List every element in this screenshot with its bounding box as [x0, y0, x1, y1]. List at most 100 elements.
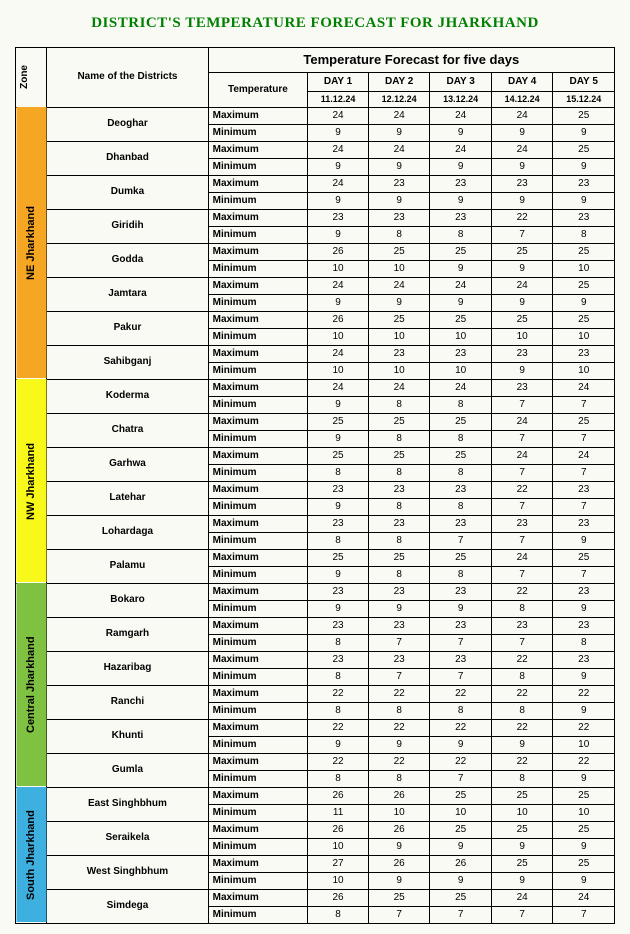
value-cell: 24 [308, 107, 369, 124]
temp-label-max: Maximum [208, 413, 308, 430]
value-cell: 9 [553, 600, 615, 617]
value-cell: 8 [308, 906, 369, 923]
temp-label-min: Minimum [208, 702, 308, 719]
value-cell: 25 [553, 107, 615, 124]
value-cell: 23 [368, 345, 430, 362]
value-cell: 10 [308, 328, 369, 345]
temp-label-max: Maximum [208, 821, 308, 838]
value-cell: 23 [491, 617, 553, 634]
value-cell: 7 [368, 668, 430, 685]
value-cell: 8 [491, 770, 553, 787]
value-cell: 25 [553, 787, 615, 804]
value-cell: 23 [553, 481, 615, 498]
temp-label-min: Minimum [208, 124, 308, 141]
col-day4: DAY 4 [491, 73, 553, 92]
value-cell: 25 [368, 447, 430, 464]
value-cell: 7 [430, 668, 492, 685]
value-cell: 22 [491, 685, 553, 702]
value-cell: 24 [308, 277, 369, 294]
col-day3: DAY 3 [430, 73, 492, 92]
temp-label-min: Minimum [208, 328, 308, 345]
value-cell: 7 [368, 634, 430, 651]
value-cell: 22 [430, 753, 492, 770]
value-cell: 10 [430, 362, 492, 379]
value-cell: 26 [308, 889, 369, 906]
district-cell: Bokaro [47, 583, 208, 617]
value-cell: 25 [553, 549, 615, 566]
value-cell: 9 [491, 260, 553, 277]
value-cell: 22 [430, 719, 492, 736]
value-cell: 7 [491, 464, 553, 481]
value-cell: 23 [553, 583, 615, 600]
value-cell: 10 [491, 804, 553, 821]
district-cell: Dumka [47, 175, 208, 209]
value-cell: 25 [430, 821, 492, 838]
temp-label-max: Maximum [208, 617, 308, 634]
value-cell: 10 [368, 328, 430, 345]
value-cell: 24 [308, 379, 369, 396]
temp-label-min: Minimum [208, 498, 308, 515]
value-cell: 7 [491, 634, 553, 651]
value-cell: 8 [430, 498, 492, 515]
value-cell: 24 [491, 141, 553, 158]
value-cell: 9 [553, 872, 615, 889]
value-cell: 25 [491, 855, 553, 872]
value-cell: 8 [308, 770, 369, 787]
value-cell: 26 [308, 787, 369, 804]
value-cell: 7 [553, 396, 615, 413]
value-cell: 24 [308, 141, 369, 158]
value-cell: 25 [553, 277, 615, 294]
value-cell: 8 [368, 532, 430, 549]
temp-label-max: Maximum [208, 549, 308, 566]
district-cell: Lohardaga [47, 515, 208, 549]
value-cell: 9 [553, 192, 615, 209]
value-cell: 25 [430, 787, 492, 804]
district-cell: Simdega [47, 889, 208, 923]
temp-label-min: Minimum [208, 260, 308, 277]
value-cell: 23 [308, 651, 369, 668]
value-cell: 23 [491, 345, 553, 362]
value-cell: 22 [553, 753, 615, 770]
temp-label-min: Minimum [208, 294, 308, 311]
value-cell: 24 [491, 889, 553, 906]
value-cell: 25 [308, 447, 369, 464]
value-cell: 25 [430, 889, 492, 906]
value-cell: 23 [308, 617, 369, 634]
value-cell: 9 [308, 294, 369, 311]
value-cell: 11 [308, 804, 369, 821]
value-cell: 10 [368, 804, 430, 821]
temp-label-max: Maximum [208, 447, 308, 464]
col-day2: DAY 2 [368, 73, 430, 92]
col-name: Name of the Districts [47, 48, 208, 108]
value-cell: 25 [368, 413, 430, 430]
district-cell: East Singhbhum [47, 787, 208, 821]
value-cell: 10 [368, 260, 430, 277]
value-cell: 9 [491, 124, 553, 141]
value-cell: 23 [491, 379, 553, 396]
value-cell: 9 [491, 872, 553, 889]
value-cell: 22 [430, 685, 492, 702]
temp-label-max: Maximum [208, 209, 308, 226]
value-cell: 8 [491, 702, 553, 719]
value-cell: 26 [368, 855, 430, 872]
temp-label-max: Maximum [208, 753, 308, 770]
value-cell: 22 [308, 753, 369, 770]
value-cell: 25 [553, 243, 615, 260]
value-cell: 10 [308, 362, 369, 379]
value-cell: 8 [430, 396, 492, 413]
district-cell: Deoghar [47, 107, 208, 141]
col-zone: Zone [16, 48, 47, 108]
value-cell: 24 [308, 175, 369, 192]
value-cell: 23 [553, 617, 615, 634]
value-cell: 25 [491, 243, 553, 260]
value-cell: 23 [308, 583, 369, 600]
value-cell: 9 [368, 124, 430, 141]
value-cell: 23 [491, 175, 553, 192]
value-cell: 22 [368, 719, 430, 736]
temp-label-min: Minimum [208, 838, 308, 855]
value-cell: 25 [553, 821, 615, 838]
district-cell: Pakur [47, 311, 208, 345]
value-cell: 9 [553, 838, 615, 855]
value-cell: 10 [553, 328, 615, 345]
value-cell: 25 [308, 549, 369, 566]
